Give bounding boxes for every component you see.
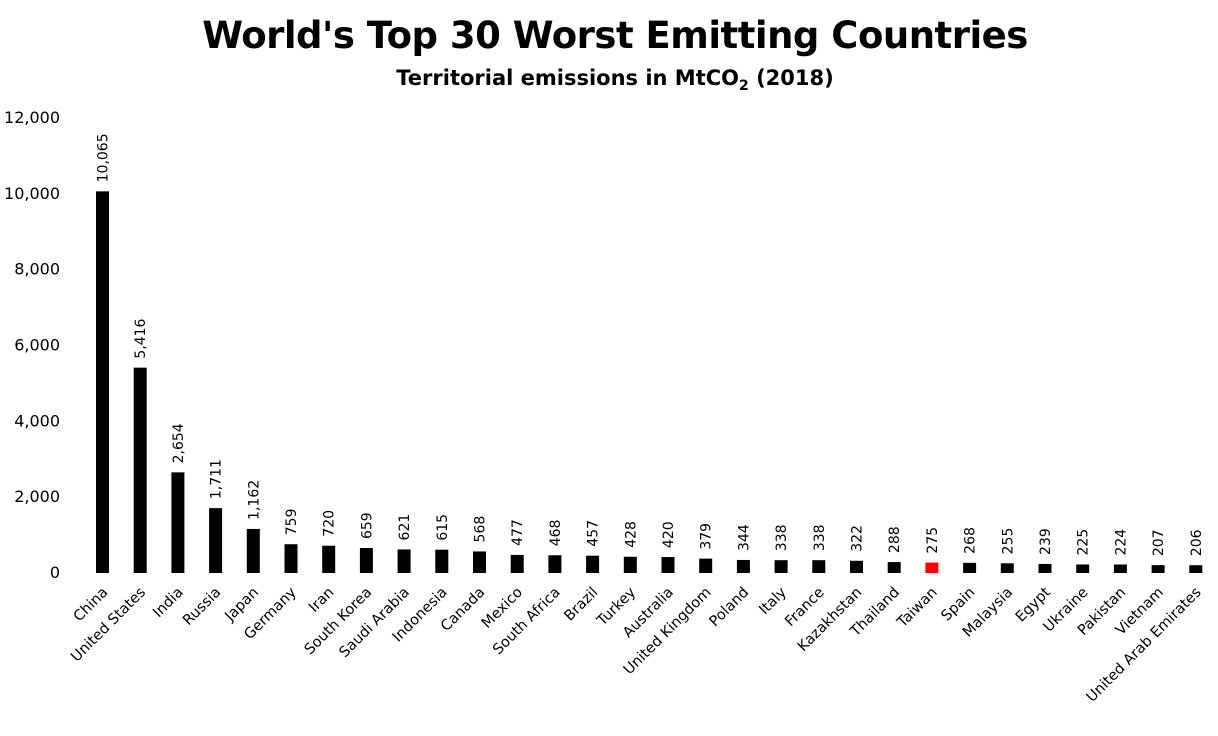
value-label: 338 <box>774 524 790 551</box>
value-label: 288 <box>887 526 903 553</box>
subtitle-suffix: (2018) <box>748 66 834 90</box>
bar-united-arab-emirates <box>1189 565 1203 573</box>
bar-canada <box>473 551 486 573</box>
bar-thailand <box>887 562 901 573</box>
y-tick-label: 10,000 <box>4 184 60 203</box>
value-label: 720 <box>322 510 338 537</box>
value-label: 468 <box>548 520 564 547</box>
value-label: 239 <box>1038 528 1054 555</box>
subtitle-subscript: 2 <box>739 78 749 95</box>
value-label: 2,654 <box>171 423 187 463</box>
bar-united-kingdom <box>699 558 713 573</box>
y-tick-label: 12,000 <box>4 108 60 127</box>
subtitle-prefix: Territorial emissions in MtCO <box>396 66 740 90</box>
bar-france <box>812 560 826 573</box>
bar-mexico <box>510 554 524 573</box>
bar-japan <box>246 528 260 573</box>
value-label: 225 <box>1076 529 1092 556</box>
bar-iran <box>322 545 336 573</box>
value-label: 457 <box>586 520 602 547</box>
value-label: 759 <box>284 508 300 535</box>
value-label: 10,065 <box>96 133 112 182</box>
y-tick-label: 0 <box>50 563 60 582</box>
value-label: 379 <box>699 523 715 550</box>
bar-turkey <box>623 556 637 573</box>
value-label: 477 <box>510 519 526 546</box>
category-label: Italy <box>756 584 790 618</box>
category-label: Taiwan <box>894 585 941 632</box>
y-tick-label: 2,000 <box>14 487 60 506</box>
value-label: 207 <box>1151 529 1167 556</box>
value-label: 1,162 <box>246 480 262 520</box>
chart-subtitle: Territorial emissions in MtCO2 (2018) <box>0 66 1218 94</box>
value-label: 344 <box>736 524 752 551</box>
chart-title: World's Top 30 Worst Emitting Countries <box>202 14 1028 57</box>
value-label: 268 <box>963 527 979 554</box>
value-label: 659 <box>359 512 375 539</box>
bar-south-africa <box>548 555 562 573</box>
bar-ukraine <box>1076 564 1090 573</box>
y-tick-label: 6,000 <box>14 336 60 355</box>
value-label: 621 <box>397 514 413 541</box>
bar-pakistan <box>1113 564 1127 573</box>
bar-egypt <box>1038 563 1052 573</box>
bar-russia <box>209 508 223 573</box>
bar-kazakhstan <box>850 560 863 573</box>
value-label: 338 <box>812 524 828 551</box>
value-label: 322 <box>850 525 866 552</box>
category-label: Russia <box>180 585 224 629</box>
category-label: Poland <box>707 585 753 631</box>
bar-brazil <box>586 555 600 573</box>
value-label: 224 <box>1113 529 1129 556</box>
bar-germany <box>284 544 298 573</box>
bar-united-states <box>133 367 147 573</box>
bar-poland <box>736 559 750 573</box>
value-label: 428 <box>623 521 639 548</box>
value-label: 275 <box>925 527 941 554</box>
value-label: 1,711 <box>209 459 225 499</box>
category-label: South Africa <box>490 585 564 659</box>
value-label: 206 <box>1189 529 1205 556</box>
bars <box>96 191 1203 573</box>
y-tick-label: 8,000 <box>14 260 60 279</box>
bar-saudi-arabia <box>397 549 411 573</box>
bar-malaysia <box>1000 563 1014 573</box>
y-tick-label: 4,000 <box>14 411 60 430</box>
value-label: 420 <box>661 521 677 548</box>
bar-taiwan <box>925 562 939 573</box>
bar-spain <box>963 562 977 573</box>
value-label: 255 <box>1000 528 1016 555</box>
value-labels: 10,065 5,416 2,654 1,711 1,162 759 720 659 621 61… <box>96 133 1205 556</box>
bar-italy <box>774 560 788 573</box>
bar-india <box>171 472 185 573</box>
bar-vietnam <box>1151 565 1165 573</box>
value-label: 5,416 <box>133 318 149 358</box>
category-label: Iran <box>306 585 337 616</box>
bar-indonesia <box>435 549 449 573</box>
bar-china <box>96 191 109 573</box>
y-axis: 0 2,000 4,000 6,000 8,000 10,000 12,000 <box>4 108 60 582</box>
bar-south-korea <box>359 548 373 573</box>
value-label: 568 <box>473 516 489 543</box>
value-label: 615 <box>435 514 451 541</box>
bar-australia <box>661 557 675 573</box>
